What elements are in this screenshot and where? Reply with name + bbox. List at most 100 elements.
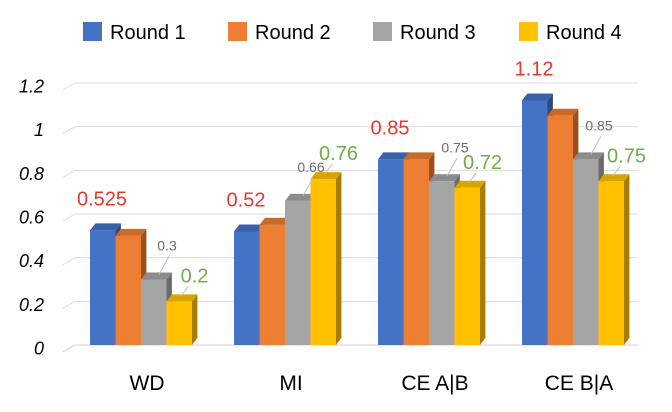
y-tick-label: 1 <box>34 120 44 140</box>
bar <box>166 294 198 345</box>
x-tick-label: CE B|A <box>545 372 613 395</box>
legend: Round 1 Round 2 Round 3 Round 4 <box>83 22 622 44</box>
data-label: 0.85 <box>371 117 410 139</box>
bar-front <box>166 301 192 345</box>
legend-label: Round 4 <box>546 22 622 44</box>
bar <box>310 172 342 345</box>
bars <box>90 93 630 345</box>
data-label: 0.76 <box>319 143 358 165</box>
leader-line <box>158 256 170 275</box>
leader-line <box>612 165 621 177</box>
x-tick-label: CE A|B <box>401 372 468 395</box>
bar-top <box>429 174 460 182</box>
legend-label: Round 3 <box>400 22 476 44</box>
y-tick-label: 0.6 <box>19 208 45 228</box>
bar <box>454 180 486 345</box>
legend-swatch <box>228 22 247 41</box>
y-axis: 0 0.2 0.4 0.6 0.8 1 1.2 <box>19 77 45 359</box>
gridlines <box>62 82 638 353</box>
bar-front <box>522 100 548 345</box>
leader-line <box>302 177 314 197</box>
data-label: 0.85 <box>585 117 612 133</box>
bar-top <box>310 172 342 180</box>
legend-swatch <box>373 22 392 41</box>
legend-swatch <box>83 22 102 41</box>
legend-item: Round 2 <box>228 22 331 44</box>
bar-top <box>259 217 291 225</box>
data-label: 0.525 <box>77 188 127 210</box>
gridline <box>62 82 638 91</box>
y-tick-label: 0.4 <box>19 251 44 271</box>
bar-front <box>598 181 624 345</box>
bar-top <box>234 224 265 232</box>
bar-front <box>115 235 141 345</box>
x-tick-label: MI <box>279 372 302 395</box>
leader-line <box>180 286 189 297</box>
legend-label: Round 1 <box>110 22 186 44</box>
floor-line <box>62 344 638 353</box>
gridline <box>62 344 638 353</box>
data-label: 0.75 <box>607 145 646 167</box>
bar-front <box>310 179 336 345</box>
y-tick-label: 0 <box>34 339 44 359</box>
bar-front <box>234 231 260 345</box>
bar-front <box>454 187 480 345</box>
data-label: 0.66 <box>297 159 324 175</box>
bar-group <box>234 172 342 345</box>
bar-front <box>403 159 429 345</box>
data-label: 0.72 <box>463 152 502 174</box>
data-label: 0.2 <box>181 265 209 287</box>
bar <box>115 228 147 345</box>
bar-top <box>403 152 435 160</box>
bar-front <box>429 181 455 345</box>
legend-item: Round 4 <box>519 22 622 44</box>
bar <box>90 223 121 345</box>
bar-top <box>166 294 198 302</box>
data-label: 0.52 <box>227 189 266 211</box>
bar-top <box>141 272 172 280</box>
bar-top <box>598 174 630 182</box>
bar-top <box>454 180 486 188</box>
bar-front <box>573 159 599 345</box>
x-tick-label: WD <box>130 372 165 395</box>
bar-top <box>522 93 553 101</box>
y-tick-label: 0.2 <box>19 295 44 315</box>
y-tick-label: 1.2 <box>19 77 44 97</box>
bar-side <box>624 174 630 345</box>
data-label: 1.12 <box>515 58 554 80</box>
leader-line <box>446 158 458 177</box>
bar-front <box>259 224 285 345</box>
bar-group <box>378 152 486 345</box>
bar-group <box>522 93 630 345</box>
bar-top <box>285 193 316 201</box>
bar-top <box>547 108 579 116</box>
x-axis: WD MI CE A|B CE B|A <box>130 372 614 395</box>
bar-side <box>192 294 198 345</box>
bar <box>598 174 630 345</box>
bar-top <box>115 228 147 236</box>
legend-item: Round 1 <box>83 22 186 44</box>
legend-swatch <box>519 22 538 41</box>
data-labels: 0.5250.30.20.520.660.760.850.750.721.120… <box>77 58 646 297</box>
bar-side <box>480 180 486 345</box>
bar-front <box>90 230 116 345</box>
data-label: 0.75 <box>441 139 468 155</box>
bar-front <box>547 115 573 345</box>
leader-line <box>324 163 333 175</box>
legend-label: Round 2 <box>255 22 331 44</box>
bar-front <box>141 279 167 345</box>
bar-front <box>378 159 404 345</box>
leader-line <box>590 136 602 155</box>
bar-side <box>336 172 342 345</box>
bar-top <box>90 223 121 231</box>
bar-front <box>285 200 311 345</box>
bar-top <box>573 152 604 160</box>
gridline <box>62 126 638 135</box>
data-label: 0.3 <box>157 238 177 254</box>
leader-line <box>468 172 477 184</box>
legend-item: Round 3 <box>373 22 476 44</box>
y-tick-label: 0.8 <box>19 164 44 184</box>
bar-top <box>378 152 409 160</box>
